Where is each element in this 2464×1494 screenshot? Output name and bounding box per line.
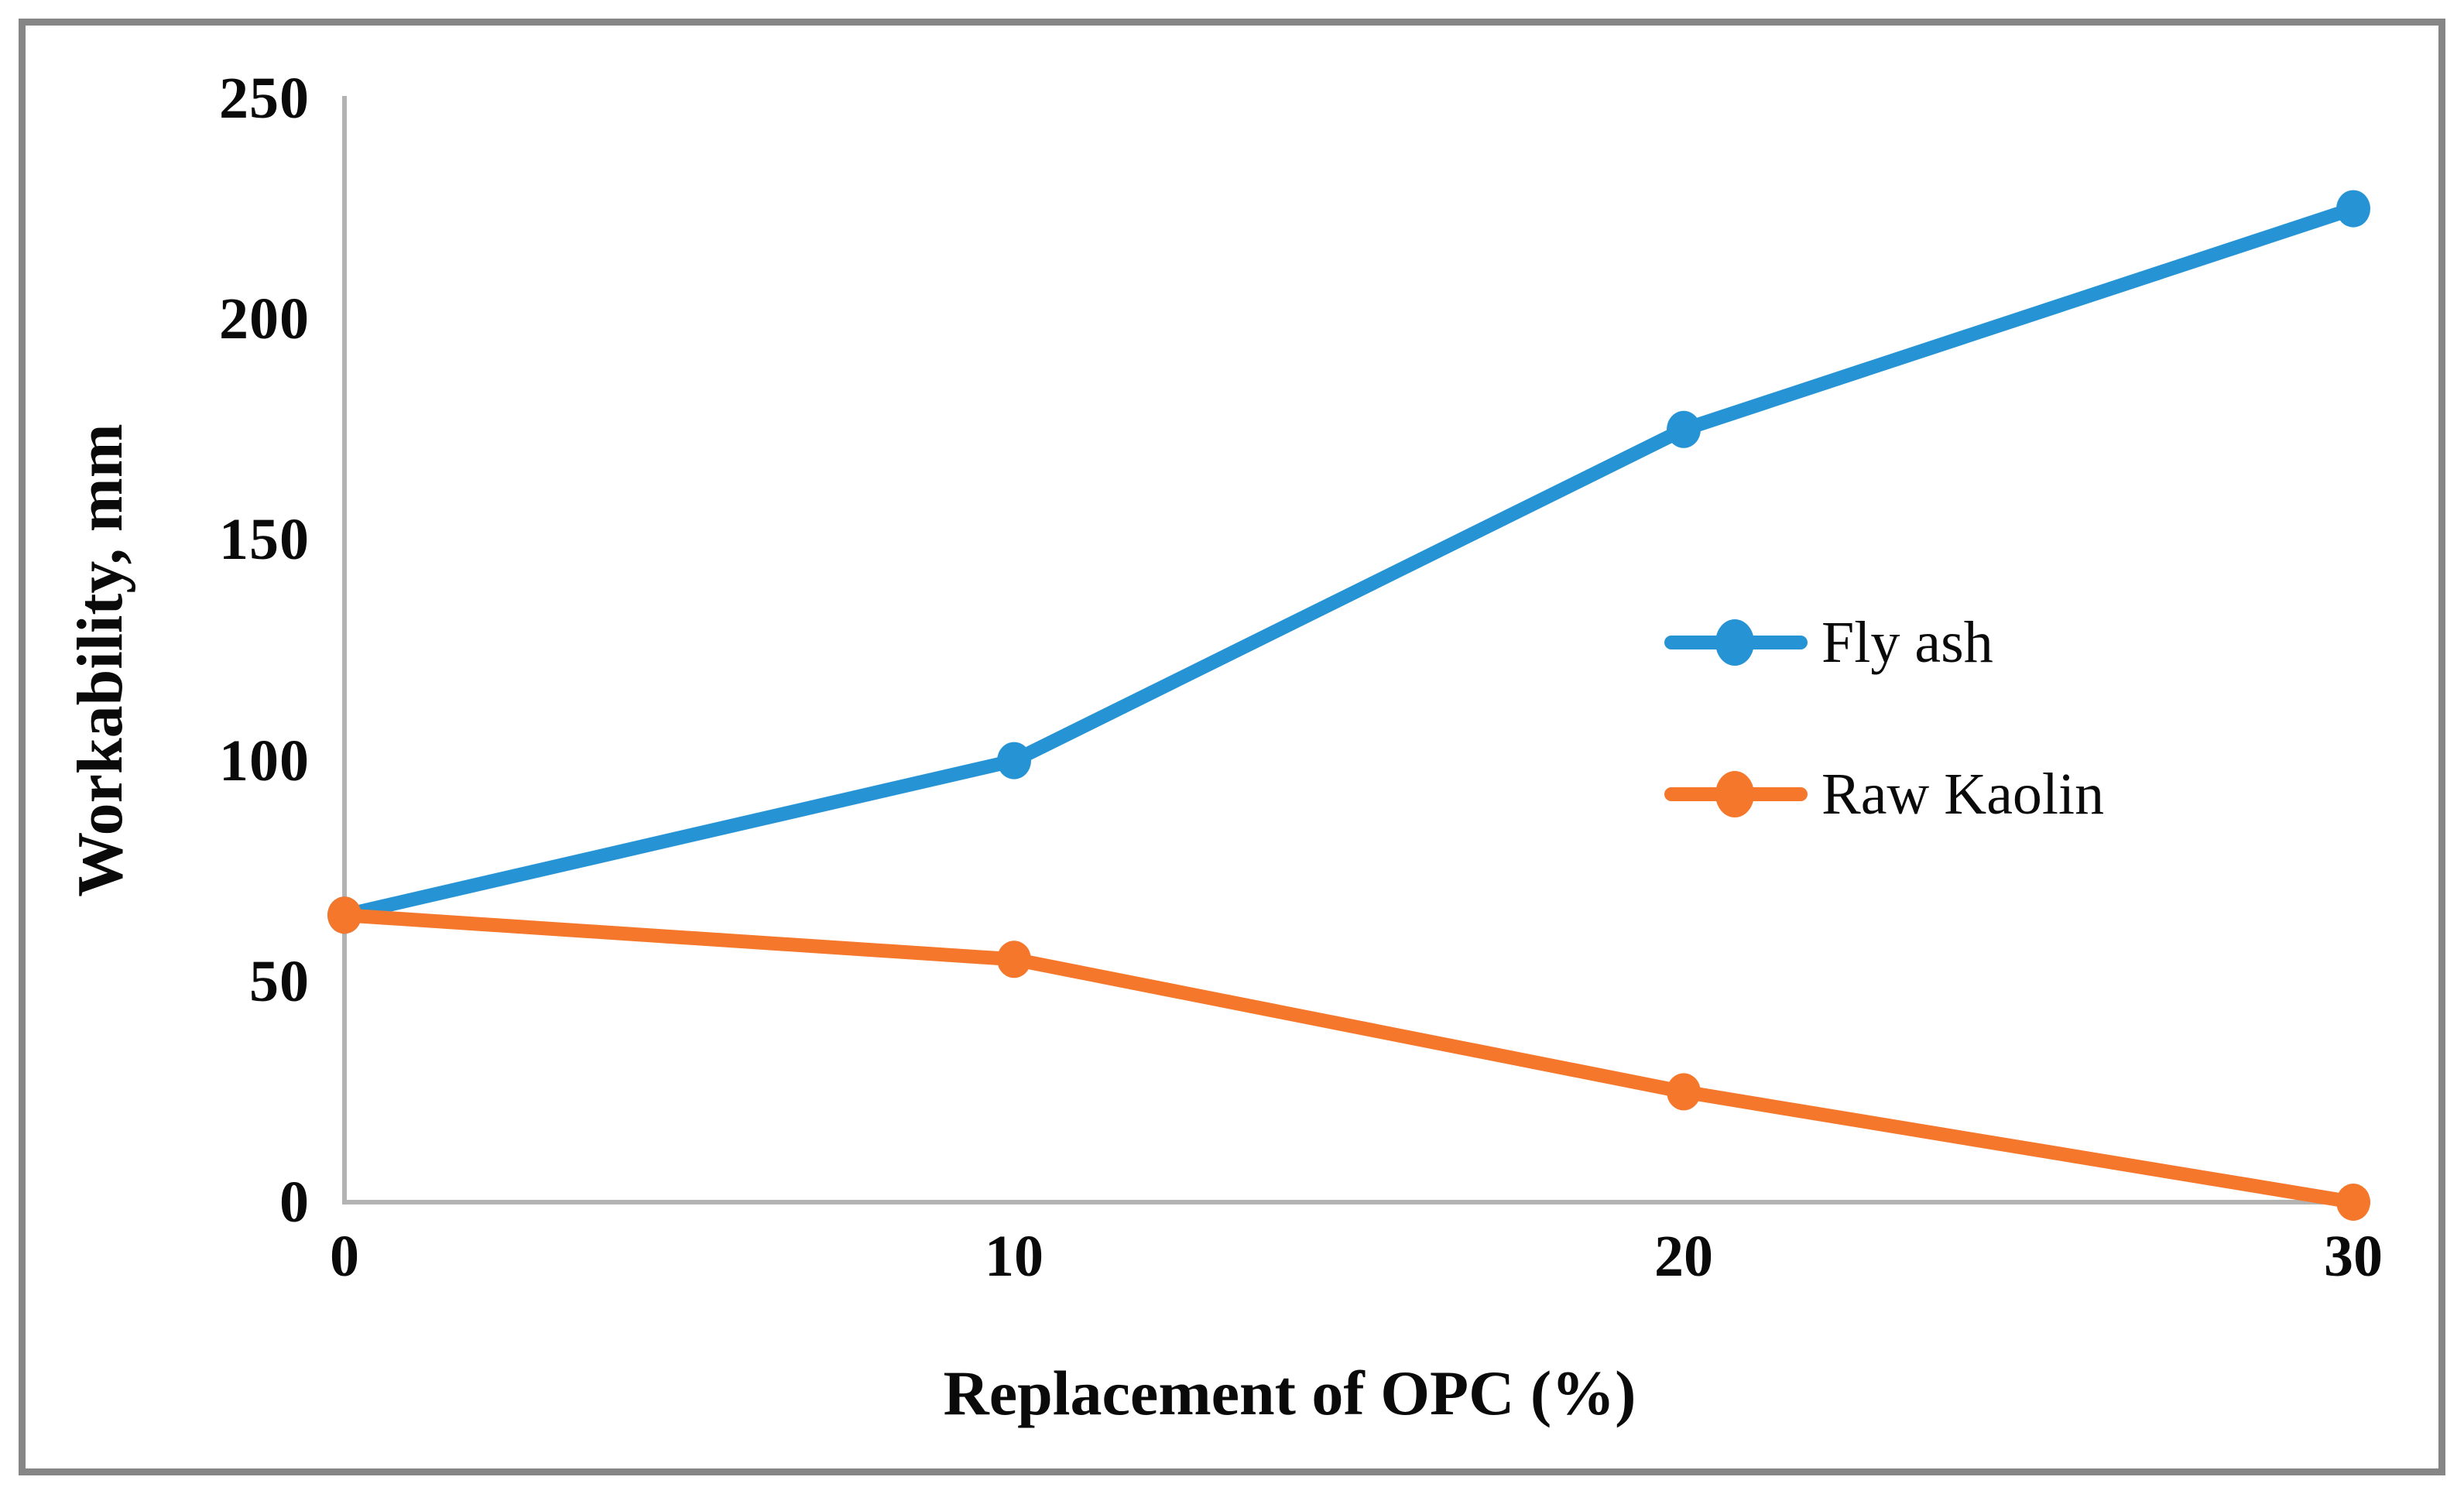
data-point-raw-kaolin-x0 [327, 896, 362, 934]
legend: Fly ash Raw Kaolin [1664, 0, 2400, 929]
y-axis-tick-150: 150 [219, 507, 310, 572]
y-axis-tick-0: 0 [279, 1170, 310, 1235]
data-point-fly-ash-x10 [997, 742, 1031, 780]
legend-label-raw-kaolin: Raw Kaolin [1821, 762, 2105, 827]
legend-label-fly-ash: Fly ash [1821, 610, 1993, 675]
series-line-raw-kaolin [338, 908, 2360, 1209]
x-axis-title: Replacement of OPC (%) [943, 1358, 1636, 1428]
legend-entry-raw-kaolin: Raw Kaolin [1664, 752, 2104, 837]
x-axis-tick-20: 20 [1654, 1224, 1713, 1289]
figure-border-frame [19, 19, 2445, 1475]
y-axis-title: Workability, mm [64, 423, 136, 897]
y-axis-tick-100: 100 [219, 728, 310, 793]
circle-marker-icon [1715, 619, 1754, 666]
x-axis-tick-0: 0 [330, 1224, 359, 1289]
series-line-fly-ash [338, 201, 2360, 923]
data-point-fly-ash-x30 [2336, 190, 2370, 228]
x-axis-tick-30: 30 [2324, 1224, 2383, 1289]
data-point-raw-kaolin-x30 [2336, 1184, 2370, 1221]
legend-marker-raw-kaolin [1664, 752, 1808, 837]
y-axis-tick-50: 50 [249, 949, 310, 1014]
legend-marker-fly-ash [1664, 600, 1808, 685]
legend-entry-fly-ash: Fly ash [1664, 600, 1993, 685]
data-point-fly-ash-x20 [1667, 410, 1701, 448]
circle-marker-icon [1715, 771, 1754, 817]
data-point-raw-kaolin-x10 [997, 941, 1031, 978]
x-axis-tick-10: 10 [985, 1224, 1044, 1289]
data-point-raw-kaolin-x20 [1667, 1073, 1701, 1111]
y-axis-tick-250: 250 [219, 66, 310, 131]
y-axis-tick-200: 200 [219, 286, 310, 351]
